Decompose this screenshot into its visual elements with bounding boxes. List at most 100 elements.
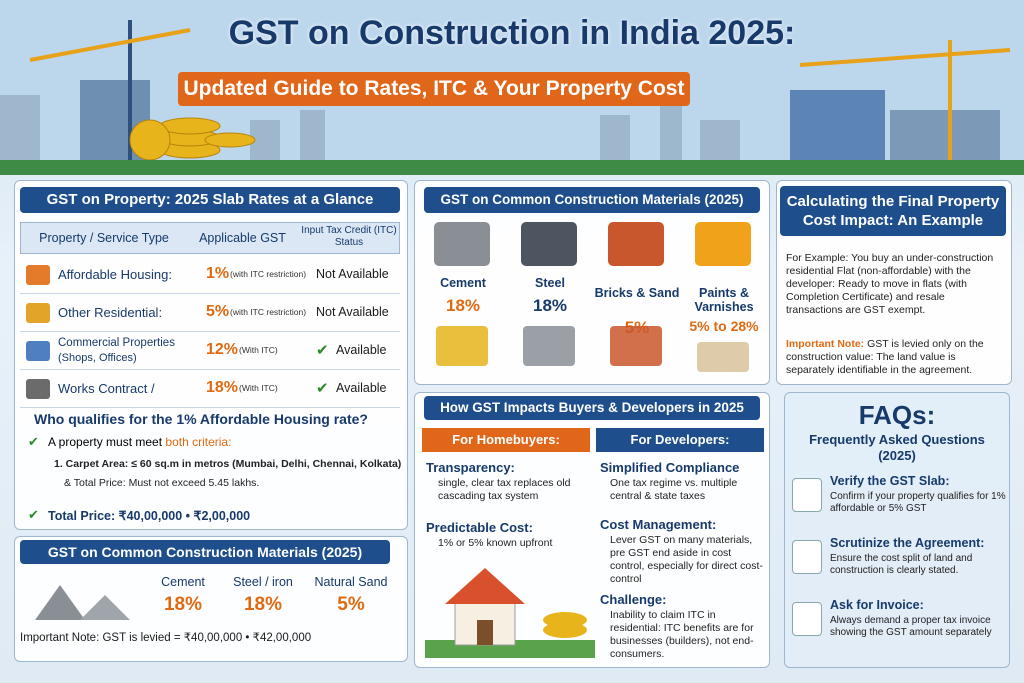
property-type: Commercial Properties [58,337,175,349]
check-icon: ✔ [316,342,329,359]
faq-text: Confirm if your property qualifies for 1… [830,491,1006,514]
material-icon [610,326,662,366]
material-rate: 5% [337,594,365,615]
cement-icon [35,585,130,620]
property-sub: (Shops, Offices) [58,352,137,364]
qualify-total: Total Price: ₹40,00,000 • ₹2,00,000 [48,509,251,523]
itc-status: Not Available [316,305,389,319]
rate: 12% [206,341,239,358]
material-rate: 18% [532,296,568,315]
material-icon [521,222,577,266]
material-name: Cement [440,276,486,290]
subtitle: Updated Guide to Rates, ITC & Your Prope… [178,72,690,106]
faq-title: FAQs: [858,400,936,430]
material-rate: 5% to 28% [689,318,759,334]
property-type: Works Contract / [58,381,155,396]
note-text: GST is levied only on the construction v… [786,338,984,376]
impact-title: Predictable Cost: [426,520,533,535]
example-title: Calculating the Final Property Cost Impa… [780,186,1006,236]
row-icon [26,265,50,285]
property-type: Affordable Housing: [58,267,172,282]
qualify-item: 1. Carpet Area: ≤ 60 sq.m in metros (Mum… [54,458,402,470]
impact-title: Simplified Compliance [600,460,740,475]
qualify-item: & Total Price: Must not exceed 5.45 lakh… [64,477,260,489]
material-icon [523,326,575,366]
impact-title: Cost Management: [600,517,717,532]
itc-status: Available [336,343,387,357]
faq-title: Verify the GST Slab: [830,474,950,488]
faq-text: Ensure the cost split of land and constr… [830,553,973,576]
material-rate: 18% [243,594,283,615]
material-icon [695,222,751,266]
impact-text: Lever GST on many materials, pre GST end… [610,534,763,585]
table-row [20,256,400,294]
faq-title: Scrutinize the Agreement: [830,536,985,550]
check-icon: ✔ [28,434,39,449]
column-header: Property / Service Type [39,231,169,245]
rate-note: (With ITC) [239,383,278,393]
developers-heading: For Developers: [596,428,764,452]
faq-subtitle: Frequently Asked Questions (2025) [809,432,985,463]
example-body: For Example: You buy an under-constructi… [786,252,994,316]
impacts-title: How GST Impacts Buyers & Developers in 2… [424,396,760,420]
intro: A property must meet [48,435,163,449]
table-row [20,332,400,370]
material-name: Bricks & Sand [594,286,680,300]
table-row [20,294,400,332]
emphasis: both criteria: [165,435,232,449]
slab-title: GST on Property: 2025 Slab Rates at a Gl… [20,187,400,213]
materials-note: Important Note: GST is levied = ₹40,00,0… [20,632,312,644]
material-name: Paints & Varnishes [694,286,754,314]
impact-text: 1% or 5% known upfront [438,537,553,549]
impact-text: One tax regime vs. multiple central & st… [610,477,738,502]
rate: 18% [206,379,239,396]
example-note: Important Note: GST is levied only on th… [786,338,1004,377]
rate-note: (With ITC) [239,345,278,355]
rate: 5% [206,303,230,320]
rate-note: (with ITC restriction) [230,307,307,317]
title: GST on Construction in India 2025: [228,14,796,52]
material-name: Steel [535,276,565,290]
material-rate: 18% [163,594,203,615]
check-icon: ✔ [316,380,329,397]
property-type: Other Residential: [58,305,163,320]
rate: 1% [206,265,230,282]
material-name: Natural Sand [314,575,388,589]
qualify-question: Who qualifies for the 1% Affordable Hous… [34,411,368,427]
impact-text: Inability to claim ITC in residential: I… [610,609,754,660]
material-icon [608,222,664,266]
material-name: Steel / iron [233,575,293,589]
table-row [20,370,400,408]
faq-icon [792,540,822,574]
faq-icon [792,602,822,636]
faq-icon [792,478,822,512]
itc-status: Available [336,381,387,395]
rate-note: (with ITC restriction) [230,269,307,279]
material-rate: 18% [445,296,481,315]
itc-status: Not Available [316,267,389,281]
check-icon: ✔ [28,507,39,522]
skyline [0,0,1024,175]
impact-title: Transparency: [426,460,515,475]
impact-title: Challenge: [600,592,667,607]
faq-text: Always demand a proper tax invoice showi… [830,615,992,638]
homebuyers-heading: For Homebuyers: [422,428,590,452]
material-icon [436,326,488,366]
row-icon [26,341,50,361]
material-icon [434,222,490,266]
row-icon [26,303,50,323]
material-icon [697,342,749,372]
qualify-intro: A property must meet both criteria: [48,435,231,449]
material-name: Cement [161,575,205,589]
impact-text: single, clear tax replaces old cascading… [438,477,571,502]
materials-bottom-title: GST on Common Construction Materials (20… [20,540,390,564]
table-header [20,222,400,254]
faq-title: Ask for Invoice: [830,598,924,612]
column-header: Applicable GST [199,231,286,245]
note-label: Important Note: [786,338,865,350]
house-illustration [425,568,595,658]
materials-top-title: GST on Common Construction Materials (20… [424,187,760,213]
column-header: Input Tax Credit (ITC) Status [301,225,397,248]
row-icon [26,379,50,399]
